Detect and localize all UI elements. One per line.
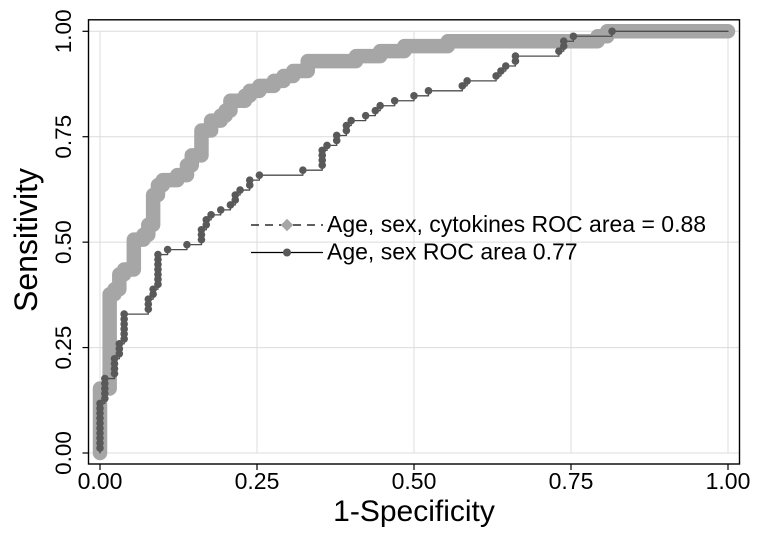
svg-text:0.00: 0.00 <box>78 468 123 494</box>
svg-text:0.75: 0.75 <box>549 468 594 494</box>
svg-text:1-Specificity: 1-Specificity <box>333 495 495 528</box>
svg-text:1.00: 1.00 <box>51 9 76 53</box>
svg-text:0.75: 0.75 <box>51 115 76 159</box>
svg-text:0.00: 0.00 <box>51 431 76 475</box>
svg-text:Age, sex, cytokines ROC area =: Age, sex, cytokines ROC area = 0.88 <box>327 211 706 237</box>
svg-text:0.50: 0.50 <box>51 220 76 264</box>
svg-text:0.25: 0.25 <box>235 468 280 494</box>
svg-text:0.25: 0.25 <box>51 326 76 370</box>
svg-text:1.00: 1.00 <box>706 468 751 494</box>
svg-text:Sensitivity: Sensitivity <box>8 168 44 312</box>
svg-text:Age, sex ROC area 0.77: Age, sex ROC area 0.77 <box>327 239 578 265</box>
svg-text:0.50: 0.50 <box>392 468 437 494</box>
